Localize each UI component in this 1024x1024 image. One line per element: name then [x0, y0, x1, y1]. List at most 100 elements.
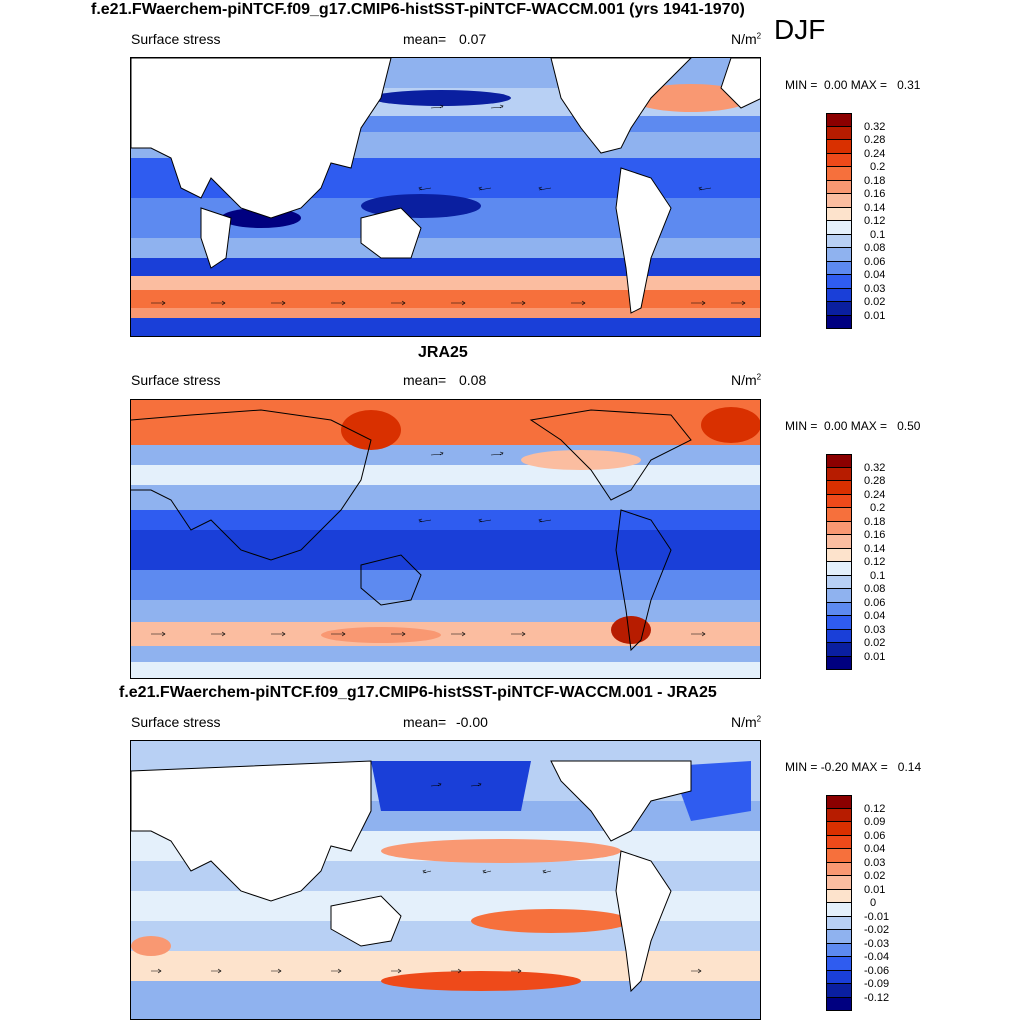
colorbar-segment — [826, 643, 852, 657]
panel-obs-minmax: MIN = 0.00 MAX = 0.50 — [785, 419, 921, 433]
colorbar-level-label: 0.09 — [864, 816, 886, 828]
colorbar-segment — [826, 261, 852, 275]
colorbar-segment — [826, 467, 852, 481]
season-label: DJF — [774, 14, 826, 45]
colorbar-segment — [826, 207, 852, 221]
colorbar-segment — [826, 602, 852, 616]
panel-diff-variable: Surface stress — [131, 714, 221, 730]
colorbar-level-label: 0.12 — [864, 556, 886, 568]
panel-diff-map — [130, 740, 761, 1020]
colorbar-segment — [826, 876, 852, 890]
colorbar-level-label: 0.02 — [864, 296, 886, 308]
colorbar-segment — [826, 140, 852, 154]
colorbar-level-label: 0.2 — [870, 161, 886, 173]
panel-model-title: f.e21.FWaerchem-piNTCF.f09_g17.CMIP6-his… — [91, 1, 745, 18]
colorbar-segment — [826, 822, 852, 836]
colorbar-segment — [826, 315, 852, 329]
colorbar-level-label: -0.09 — [864, 978, 890, 990]
panel-model-colorbar — [826, 113, 852, 329]
colorbar-segment — [826, 808, 852, 822]
panel-diff-mean-value: -0.00 — [456, 714, 488, 730]
colorbar-segment — [826, 575, 852, 589]
colorbar-segment — [826, 943, 852, 957]
colorbar-level-label: 0.32 — [864, 461, 886, 474]
colorbar-segment — [826, 167, 852, 181]
panel-diff-colorbar — [826, 795, 852, 1011]
colorbar-level-label: -0.03 — [864, 937, 890, 950]
colorbar-level-label: 0.04 — [864, 269, 886, 281]
colorbar-segment — [826, 521, 852, 535]
panel-diff-mean-label: mean= — [403, 714, 447, 730]
colorbar-level-label: 0.14 — [864, 542, 886, 555]
colorbar-level-label: 0.14 — [864, 201, 886, 214]
colorbar-segment — [826, 849, 852, 863]
colorbar-level-label: 0.32 — [864, 120, 886, 133]
colorbar-segment — [826, 930, 852, 944]
colorbar-segment — [826, 835, 852, 849]
panel-model-units: N/m2 — [731, 31, 762, 47]
colorbar-level-label: -0.01 — [864, 910, 890, 923]
colorbar-segment — [826, 234, 852, 248]
colorbar-segment — [826, 508, 852, 522]
colorbar-level-label: 0.16 — [864, 529, 886, 541]
colorbar-segment — [826, 795, 852, 809]
colorbar-segment — [826, 481, 852, 495]
colorbar-level-label: 0.03 — [864, 282, 886, 295]
panel-obs-colorbar — [826, 454, 852, 670]
colorbar-level-label: 0.1 — [870, 569, 886, 582]
colorbar-level-label: 0.24 — [864, 147, 886, 160]
colorbar-segment — [826, 889, 852, 903]
colorbar-segment — [826, 221, 852, 235]
colorbar-level-label: 0.1 — [870, 228, 886, 241]
panel-obs-title: JRA25 — [418, 344, 468, 361]
colorbar-segment — [826, 494, 852, 508]
colorbar-level-label: 0.18 — [864, 515, 886, 528]
colorbar-level-label: 0.01 — [864, 650, 886, 663]
colorbar-segment — [826, 548, 852, 562]
colorbar-level-label: 0.08 — [864, 242, 886, 254]
panel-obs-mean-value: 0.08 — [459, 372, 487, 388]
colorbar-level-label: 0.24 — [864, 488, 886, 501]
panel-model-mean-label: mean= — [403, 31, 447, 47]
colorbar-level-label: 0.02 — [864, 637, 886, 649]
colorbar-segment — [826, 957, 852, 971]
panel-obs-units: N/m2 — [731, 372, 762, 388]
panel-obs-map — [130, 399, 761, 679]
colorbar-level-label: 0 — [870, 897, 877, 909]
panel-model-minmax: MIN = 0.00 MAX = 0.31 — [785, 78, 921, 92]
panel-diff-minmax: MIN = -0.20 MAX = 0.14 — [785, 760, 922, 774]
colorbar-segment — [826, 248, 852, 262]
colorbar-level-label: -0.12 — [864, 991, 890, 1004]
panel-diff-units: N/m2 — [731, 714, 762, 730]
colorbar-segment — [826, 970, 852, 984]
colorbar-segment — [826, 454, 852, 468]
colorbar-segment — [826, 180, 852, 194]
colorbar-segment — [826, 302, 852, 316]
colorbar-segment — [826, 862, 852, 876]
colorbar-segment — [826, 916, 852, 930]
colorbar-level-label: 0.12 — [864, 215, 886, 227]
panel-obs-mean-label: mean= — [403, 372, 447, 388]
colorbar-segment — [826, 275, 852, 289]
colorbar-segment — [826, 126, 852, 140]
panel-model-variable: Surface stress — [131, 31, 221, 47]
colorbar-segment — [826, 589, 852, 603]
panel-diff-title: f.e21.FWaerchem-piNTCF.f09_g17.CMIP6-his… — [119, 684, 717, 701]
colorbar-segment — [826, 656, 852, 670]
colorbar-segment — [826, 997, 852, 1011]
colorbar-level-label: -0.06 — [864, 964, 890, 977]
colorbar-level-label: 0.02 — [864, 870, 886, 882]
colorbar-level-label: 0.06 — [864, 596, 886, 609]
colorbar-segment — [826, 616, 852, 630]
colorbar-level-label: 0.03 — [864, 856, 886, 869]
colorbar-segment — [826, 288, 852, 302]
colorbar-segment — [826, 984, 852, 998]
colorbar-segment — [826, 535, 852, 549]
colorbar-level-label: 0.18 — [864, 174, 886, 187]
panel-obs-variable: Surface stress — [131, 372, 221, 388]
colorbar-segment — [826, 153, 852, 167]
colorbar-level-label: 0.01 — [864, 309, 886, 322]
colorbar-level-label: 0.16 — [864, 188, 886, 200]
panel-model-mean-value: 0.07 — [459, 31, 487, 47]
colorbar-segment — [826, 562, 852, 576]
